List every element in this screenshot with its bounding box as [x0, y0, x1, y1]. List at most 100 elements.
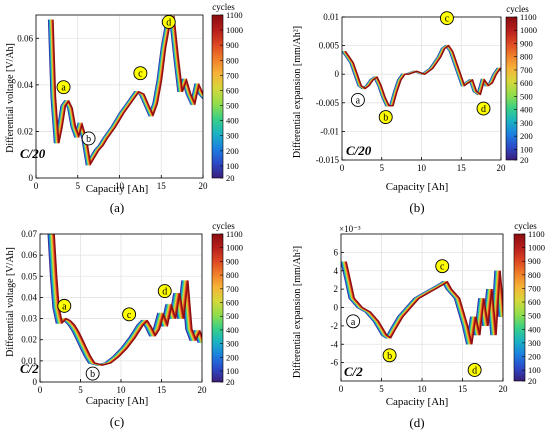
series-group [341, 261, 503, 345]
annotation-label-a: a [62, 301, 67, 312]
annotation-label-c: c [445, 14, 450, 25]
y-tick-label: -4 [331, 339, 339, 349]
annotation-marker-a [57, 298, 72, 313]
panel-label: (a) [110, 200, 124, 215]
colorbar-tick-label: 200 [528, 352, 541, 362]
colorbar-tick-label: 20 [226, 173, 235, 183]
y-tick-label: 0.04 [17, 80, 33, 90]
colorbar-tick-label: 1100 [520, 12, 537, 22]
colorbar-tick-label: 1100 [226, 229, 243, 239]
colorbar-tick-label: 800 [528, 270, 541, 280]
colorbar-tick-label: 200 [520, 131, 533, 141]
x-tick-label: 15 [457, 163, 467, 173]
annotation-label-b: b [86, 134, 91, 145]
colorbar-tick-label: 100 [520, 144, 533, 154]
colorbar-tick-label: 1000 [528, 243, 545, 253]
colorbar-tick-label: 20 [528, 376, 537, 386]
colorbar-tick-label: 20 [226, 377, 235, 387]
plot-area: 0 5 10 15 20 -6 -4 -2 0 2 4 6 a b c d [331, 233, 508, 394]
y-tick-label: 0.01 [21, 356, 37, 366]
x-tick-label: 15 [157, 385, 167, 395]
series-group [47, 15, 203, 166]
colorbar-tick-label: 500 [226, 101, 239, 111]
colorbar-tick-label: 300 [520, 118, 533, 128]
annotation-label-c: c [127, 310, 132, 321]
x-tick-label: 15 [458, 384, 468, 394]
y-tick-label: -0.005 [316, 98, 340, 108]
colorbar-tick-label: 1000 [226, 243, 243, 253]
annotation-label-d: d [472, 365, 477, 376]
x-tick-label: 20 [198, 385, 208, 395]
annotation-marker-b [382, 348, 397, 363]
series-line-cycle-1100 [53, 234, 202, 366]
annotation-marker-c [122, 307, 137, 322]
colorbar-tick-label: 300 [528, 338, 541, 348]
annotation-marker-a [346, 314, 361, 329]
annotation-label-a: a [61, 83, 66, 94]
annotation-label-c: c [440, 262, 445, 273]
y-tick-label: 4 [334, 266, 339, 276]
panel-label: (c) [110, 414, 124, 429]
colorbar-tick-label: 20 [520, 155, 529, 165]
panel-c: Differential voltage [V/Ah] 0 5 10 15 2000.0… [5, 221, 243, 429]
x-tick-label: 0 [34, 181, 39, 191]
x-tick-label: 0 [340, 163, 345, 173]
colorbar-title: cycles [514, 221, 537, 231]
y-axis-label: Differential expansion [mm/Ah²] [292, 246, 303, 378]
x-tick-label: 5 [380, 163, 385, 173]
c-rate-label: C/2 [344, 364, 363, 379]
colorbar-tick-label: 700 [528, 283, 541, 293]
colorbar-tick-label: 100 [226, 366, 239, 376]
annotation-label-b: b [383, 113, 388, 124]
x-tick-label: 15 [157, 181, 167, 191]
colorbar-tick-label: 300 [226, 339, 239, 349]
panel-b: Differential expansion [mm/Ah²] 0 5 10 15 20… [292, 4, 537, 215]
plot-area: 0 5 10 15 20 0 0.02 0.04 0.06 a b c d [17, 14, 208, 191]
panel-a: Differential voltage [V/Ah] 0 5 10 15 2000.0… [5, 2, 243, 215]
x-axis-label: Capacity [Ah] [386, 181, 449, 193]
y-tick-label: 0.02 [17, 126, 33, 136]
colorbar-tick-label: 1000 [520, 25, 537, 35]
x-tick-label: 5 [76, 181, 81, 191]
x-tick-label: 0 [38, 385, 43, 395]
annotation-marker-b [81, 131, 96, 146]
annotation-label-b: b [90, 369, 95, 380]
series-group [342, 44, 501, 107]
colorbar-tick-label: 200 [226, 352, 239, 362]
annotation-label-d: d [481, 104, 486, 115]
colorbar-tick-label: 700 [226, 284, 239, 294]
colorbar [211, 233, 224, 383]
annotation-label-b: b [387, 351, 392, 362]
panel-label: (b) [409, 200, 424, 215]
x-tick-label: 10 [418, 384, 428, 394]
annotation-marker-a [350, 92, 365, 107]
annotation-marker-c [435, 259, 450, 274]
annotation-marker-b [85, 366, 100, 381]
colorbar-tick-label: 600 [520, 78, 533, 88]
c-rate-label: C/20 [346, 143, 372, 158]
colorbar-tick-label: 100 [226, 161, 239, 171]
annotation-label-a: a [351, 317, 356, 328]
y-tick-label: 0 [29, 173, 34, 183]
y-tick-label: 0.02 [21, 335, 37, 345]
annotation-marker-d [476, 101, 491, 116]
colorbar-tick-label: 1100 [528, 229, 545, 239]
series-line-cycle-1100 [345, 44, 501, 107]
annotation-marker-c [133, 66, 148, 81]
x-axis-label: Capacity [Ah] [86, 183, 149, 195]
x-tick-label: 5 [379, 384, 384, 394]
y-tick-label: 0.005 [319, 41, 340, 51]
annotation-label-d: d [166, 17, 171, 28]
annotation-marker-d [157, 284, 172, 299]
y-tick-label: 0 [334, 303, 339, 313]
colorbar-tick-label: 600 [226, 298, 239, 308]
colorbar-tick-label: 900 [520, 38, 533, 48]
y-axis-label: Differential expansion [mm/Ah²] [292, 26, 303, 158]
colorbar-title: cycles [212, 221, 235, 231]
y-tick-label: 0 [335, 69, 340, 79]
annotation-marker-b [378, 110, 393, 125]
c-rate-label: C/20 [20, 146, 46, 161]
x-tick-label: 5 [78, 385, 83, 395]
colorbar-tick-label: 900 [226, 40, 239, 50]
